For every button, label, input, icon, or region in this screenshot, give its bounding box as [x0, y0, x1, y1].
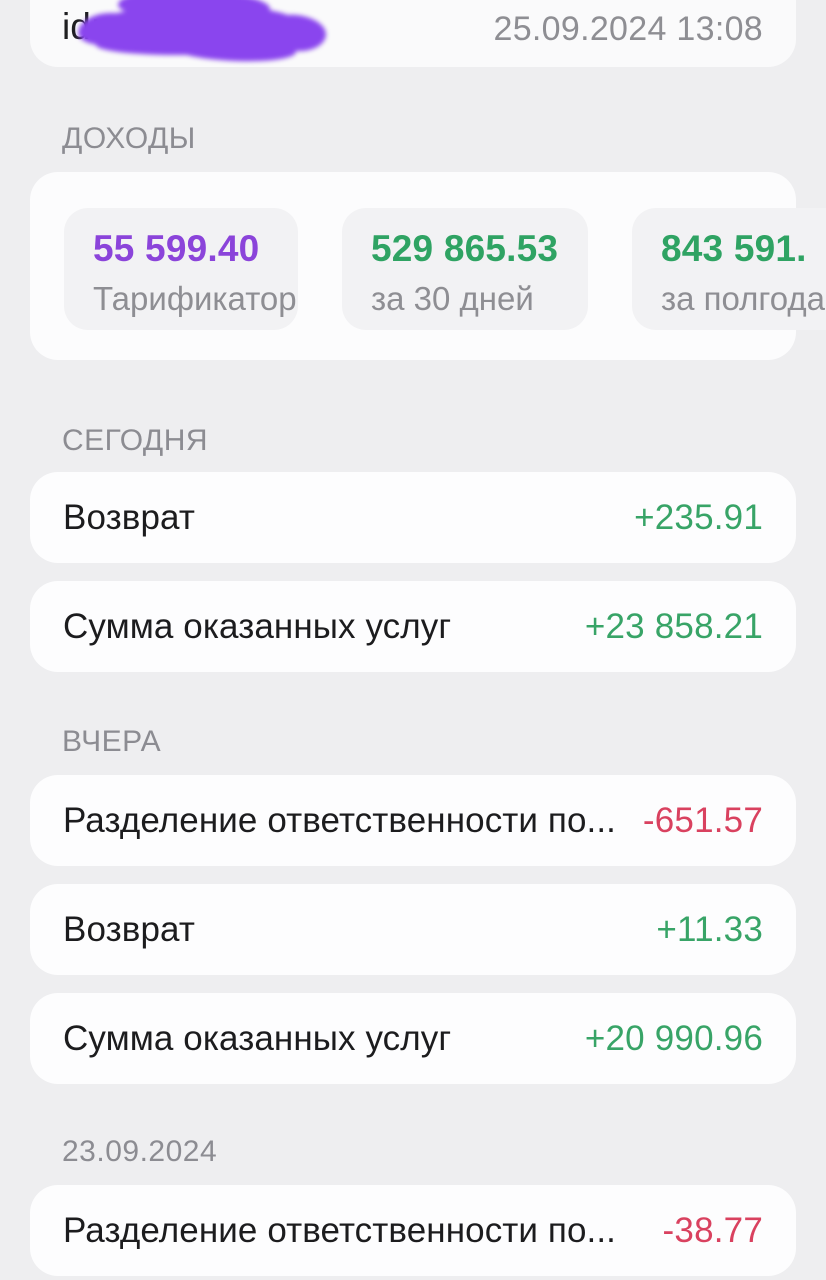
transaction-amount: +20 990.96 [584, 1018, 763, 1058]
income-stat-half-year[interactable]: 843 591. за полгода [632, 208, 826, 330]
income-summary-card: 55 599.40 Тарификатор 529 865.53 за 30 д… [30, 172, 826, 360]
transaction-amount: +235.91 [634, 497, 763, 537]
account-id-card: id: 25.09.2024 13:08 [30, 0, 796, 67]
section-title-date: 23.09.2024 [62, 1135, 218, 1168]
stat-value: 529 865.53 [371, 228, 559, 269]
stat-value: 843 591. [661, 228, 807, 269]
transaction-row[interactable]: Сумма оказанных услуг +20 990.96 [30, 993, 796, 1084]
transaction-label: Возврат [63, 909, 195, 949]
report-timestamp: 25.09.2024 13:08 [493, 10, 763, 48]
stat-label: за полгода [661, 279, 825, 317]
transaction-row[interactable]: Разделение ответственности по... -38.77 [30, 1185, 796, 1276]
stat-label: Тарификатор [93, 279, 297, 317]
transaction-row[interactable]: Возврат +235.91 [30, 472, 796, 563]
transaction-row[interactable]: Сумма оказанных услуг +23 858.21 [30, 581, 796, 672]
transaction-amount: +11.33 [656, 909, 763, 949]
section-title-today: СЕГОДНЯ [62, 424, 209, 457]
redaction-scribble [76, 0, 340, 64]
transaction-amount: -38.77 [662, 1210, 763, 1250]
transaction-label: Сумма оказанных услуг [63, 606, 452, 646]
transaction-row[interactable]: Возврат +11.33 [30, 884, 796, 975]
transaction-amount: +23 858.21 [584, 606, 763, 646]
stat-value: 55 599.40 [93, 228, 260, 269]
transaction-label: Разделение ответственности по... [63, 800, 616, 840]
income-stat-tarificator[interactable]: 55 599.40 Тарификатор [64, 208, 298, 330]
transaction-label: Возврат [63, 497, 195, 537]
transaction-row[interactable]: Разделение ответственности по... -651.57 [30, 775, 796, 866]
income-stat-30-days[interactable]: 529 865.53 за 30 дней [342, 208, 588, 330]
section-title-income: ДОХОДЫ [62, 122, 196, 155]
transaction-amount: -651.57 [642, 800, 763, 840]
transaction-label: Разделение ответственности по... [63, 1210, 616, 1250]
section-title-yesterday: ВЧЕРА [62, 725, 162, 758]
stat-label: за 30 дней [371, 279, 534, 317]
transaction-label: Сумма оказанных услуг [63, 1018, 452, 1058]
